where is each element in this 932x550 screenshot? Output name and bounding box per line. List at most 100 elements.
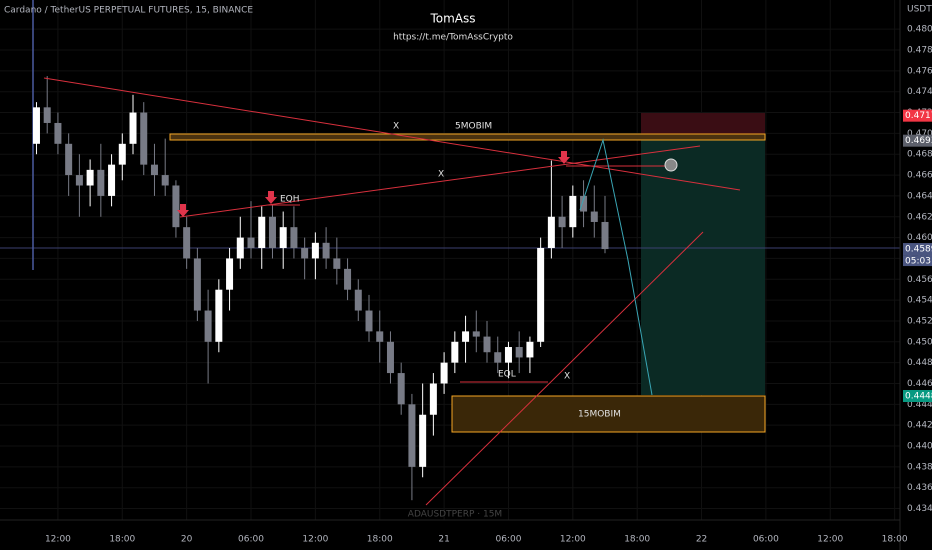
x-tick-label: 18:00 xyxy=(882,535,908,545)
candle-body xyxy=(537,248,545,342)
trend-lines xyxy=(43,77,741,506)
trend-line xyxy=(43,77,741,191)
x-tick-label: 12:00 xyxy=(817,535,843,545)
arrows xyxy=(177,151,570,217)
candle-body xyxy=(140,112,148,165)
arrow-down xyxy=(177,204,189,217)
candle-body xyxy=(54,122,62,144)
candle-body xyxy=(301,248,309,259)
candle-body xyxy=(462,331,470,342)
price-label: 0.4448 xyxy=(905,391,932,401)
candle-body xyxy=(354,289,362,311)
candle-body xyxy=(161,175,169,186)
trend-line xyxy=(179,145,701,218)
candle-body xyxy=(279,227,287,249)
candle-body xyxy=(268,216,276,249)
trend-line xyxy=(425,231,704,506)
zone-15mobim xyxy=(451,395,766,433)
target-zone xyxy=(641,140,765,395)
currency: USDT xyxy=(907,5,932,15)
candle-body xyxy=(601,221,609,250)
candle-body xyxy=(258,216,266,249)
x-tick-label: 18:00 xyxy=(109,535,135,545)
candle-body xyxy=(451,341,459,363)
price-label: 0.4717 xyxy=(905,111,932,121)
y-tick-label: 0.4800 xyxy=(907,25,932,35)
annotation: 15MOBIM xyxy=(578,410,621,420)
candle-body xyxy=(408,404,416,467)
annotation: X xyxy=(393,122,399,132)
candle-body xyxy=(118,143,126,165)
subtitle: https://t.me/TomAssCrypto xyxy=(393,33,513,43)
candle-body xyxy=(226,258,234,290)
symbol: Cardano / TetherUS PERPETUAL FUTURES, 15… xyxy=(4,6,253,16)
candle-body xyxy=(590,211,598,222)
candle-body xyxy=(290,227,298,249)
candle-body xyxy=(547,216,555,249)
title: TomAss xyxy=(429,12,475,26)
marker xyxy=(664,158,678,172)
x-tick-label: 06:00 xyxy=(238,535,264,545)
candle-body xyxy=(236,237,244,259)
projection-path xyxy=(579,138,653,396)
candle-body xyxy=(333,258,341,269)
candle-body xyxy=(472,331,480,337)
candle-body xyxy=(483,336,491,353)
candle-body xyxy=(580,195,588,212)
x-tick-label: 06:00 xyxy=(753,535,779,545)
x-tick-label: 22 xyxy=(696,535,707,545)
price-label-bg xyxy=(903,134,932,147)
candle-body xyxy=(344,268,352,290)
price-label-bg xyxy=(903,109,932,122)
candle-body xyxy=(150,164,158,176)
annotation: X xyxy=(564,372,570,382)
x-tick-label: 21 xyxy=(438,535,449,545)
candle-body xyxy=(440,362,448,384)
candle-body xyxy=(569,195,577,228)
candle-body xyxy=(247,237,255,249)
zone-5mobim xyxy=(169,133,766,141)
candle-body xyxy=(494,352,502,363)
price-label-bg xyxy=(903,389,932,402)
candle-body xyxy=(419,414,427,467)
candle-body xyxy=(376,331,384,342)
price-label: 0.4693 xyxy=(905,136,932,146)
x-tick-label: 20 xyxy=(181,535,193,545)
arrow-down xyxy=(558,151,570,164)
candle-body xyxy=(365,310,373,332)
axes: 0.43400.43600.43800.44000.44200.44400.44… xyxy=(45,25,932,545)
annotation: X xyxy=(438,170,444,180)
candle-body xyxy=(193,258,201,311)
candle-body xyxy=(322,242,330,259)
candle-body xyxy=(526,341,534,358)
candle-body xyxy=(215,289,223,342)
candle-body xyxy=(108,164,116,196)
annotation: EQH xyxy=(280,195,300,205)
arrow-down xyxy=(265,191,277,204)
candle-body xyxy=(43,107,51,123)
candle-body xyxy=(172,185,180,228)
watermark: ADAUSDTPERP · 15M xyxy=(408,510,502,520)
candle-body xyxy=(204,310,212,342)
x-tick-label: 12:00 xyxy=(302,535,328,545)
